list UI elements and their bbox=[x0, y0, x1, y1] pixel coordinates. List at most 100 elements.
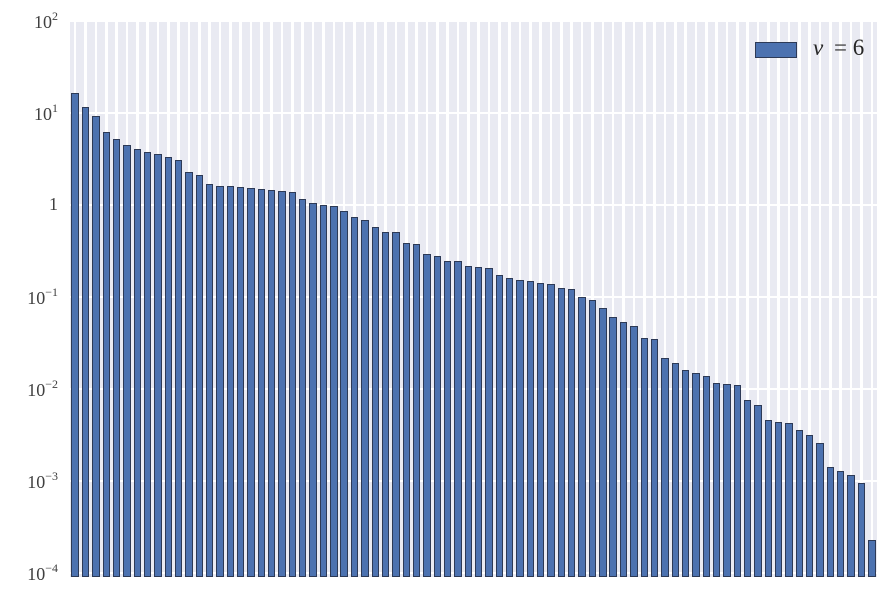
bar bbox=[309, 203, 317, 577]
bar bbox=[474, 266, 483, 577]
bar bbox=[733, 384, 742, 577]
x-gridline bbox=[684, 21, 687, 577]
bar bbox=[81, 107, 90, 577]
x-gridline bbox=[818, 21, 822, 577]
y-gridline bbox=[70, 21, 877, 22]
y-gridline bbox=[70, 112, 877, 114]
bar bbox=[723, 383, 731, 577]
x-gridline bbox=[746, 21, 749, 577]
x-gridline bbox=[653, 21, 656, 577]
bar bbox=[743, 400, 752, 577]
x-gridline bbox=[829, 21, 832, 577]
x-gridline bbox=[611, 21, 615, 577]
bar bbox=[795, 430, 804, 577]
bar bbox=[174, 159, 183, 577]
x-gridline bbox=[632, 21, 636, 577]
bar bbox=[609, 316, 617, 577]
bar bbox=[650, 338, 659, 577]
x-gridline bbox=[663, 21, 667, 577]
bar bbox=[361, 219, 369, 577]
y-tick-label: 10−4 bbox=[27, 561, 58, 585]
bar bbox=[319, 205, 328, 577]
x-gridline bbox=[777, 21, 780, 577]
legend: ν = 6 bbox=[755, 34, 864, 62]
legend-symbol: ν bbox=[813, 35, 824, 60]
bar bbox=[123, 144, 131, 577]
x-gridline bbox=[704, 21, 708, 577]
x-gridline bbox=[767, 21, 770, 577]
x-gridline bbox=[694, 21, 698, 577]
legend-value: = 6 bbox=[834, 35, 865, 60]
bar bbox=[785, 422, 793, 577]
x-gridline bbox=[849, 21, 853, 577]
bar bbox=[547, 283, 555, 577]
bar bbox=[288, 191, 297, 577]
bar bbox=[619, 321, 628, 577]
bar bbox=[205, 184, 214, 577]
bar bbox=[485, 267, 493, 577]
bar bbox=[640, 338, 648, 577]
y-gridline bbox=[70, 204, 877, 206]
legend-label: ν = 6 bbox=[813, 35, 864, 61]
y-gridline bbox=[70, 480, 877, 483]
bar bbox=[133, 148, 141, 577]
bar bbox=[506, 278, 514, 577]
bar bbox=[92, 116, 100, 577]
bar bbox=[443, 260, 452, 577]
bar bbox=[154, 154, 162, 577]
bar bbox=[568, 289, 576, 577]
bar bbox=[837, 470, 845, 577]
bar bbox=[257, 188, 266, 577]
x-gridline bbox=[870, 21, 874, 577]
bar bbox=[381, 231, 390, 577]
x-gridline bbox=[798, 21, 801, 577]
bar bbox=[433, 255, 441, 577]
x-gridline bbox=[642, 21, 646, 577]
bar bbox=[516, 280, 524, 577]
bar bbox=[661, 358, 669, 577]
x-gridline bbox=[673, 21, 677, 577]
bar bbox=[226, 186, 235, 577]
bar bbox=[392, 232, 400, 577]
bar bbox=[268, 189, 276, 577]
bar bbox=[681, 370, 690, 577]
bar bbox=[402, 242, 410, 577]
x-gridline bbox=[715, 21, 718, 577]
x-gridline bbox=[622, 21, 625, 577]
bar bbox=[299, 198, 307, 577]
bar bbox=[423, 253, 431, 577]
bar bbox=[185, 171, 193, 577]
y-tick-label: 101 bbox=[34, 101, 58, 125]
bar bbox=[330, 206, 338, 577]
y-tick-label: 10−1 bbox=[27, 285, 58, 309]
bar bbox=[806, 434, 814, 577]
x-gridline bbox=[725, 21, 729, 577]
bar bbox=[371, 226, 379, 577]
x-gridline bbox=[808, 21, 812, 577]
bar bbox=[216, 185, 224, 577]
x-gridline bbox=[736, 21, 739, 577]
y-gridline bbox=[70, 388, 877, 391]
y-tick-label: 10−3 bbox=[27, 469, 58, 493]
bar bbox=[495, 275, 504, 577]
bar bbox=[454, 261, 462, 577]
bar bbox=[237, 187, 245, 577]
bar bbox=[247, 188, 255, 577]
y-tick-label: 10−2 bbox=[27, 377, 58, 401]
bar bbox=[816, 443, 824, 577]
y-gridline bbox=[70, 572, 877, 575]
y-gridline bbox=[70, 296, 877, 298]
bar bbox=[71, 93, 79, 577]
bar bbox=[712, 382, 721, 577]
plot-area bbox=[70, 21, 877, 577]
bar bbox=[599, 307, 607, 577]
x-gridline bbox=[591, 21, 594, 577]
y-tick-label: 1 bbox=[49, 194, 58, 215]
bar bbox=[143, 151, 152, 577]
x-gridline bbox=[756, 21, 760, 577]
bar bbox=[112, 139, 121, 577]
bar bbox=[671, 362, 679, 577]
bar bbox=[350, 216, 359, 577]
bar bbox=[102, 132, 110, 577]
